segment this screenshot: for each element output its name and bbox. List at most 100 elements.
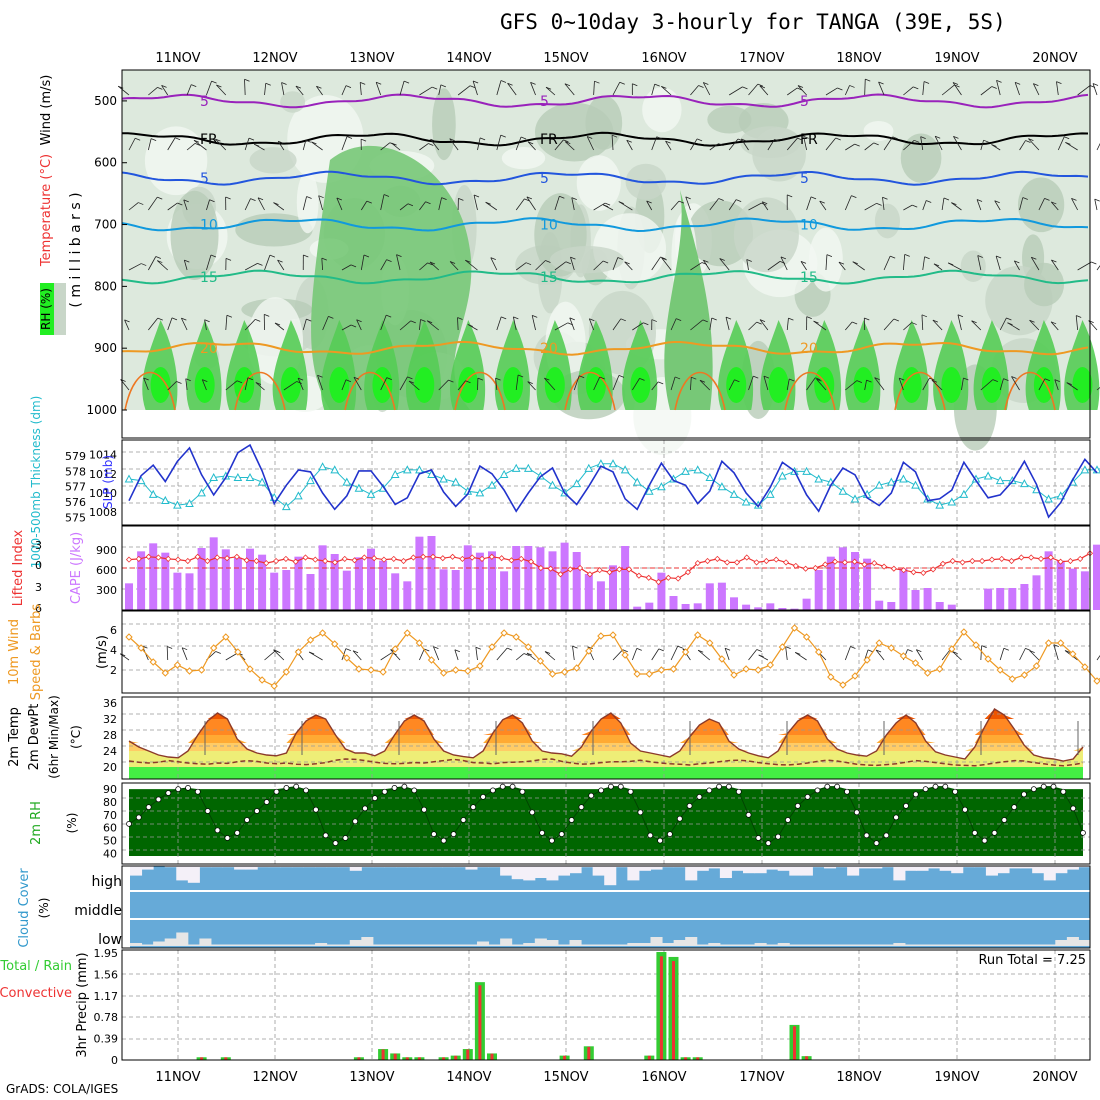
rh-legend-swatch-2: [54, 283, 66, 335]
thickness-point: [838, 486, 848, 495]
wind-barb-flag: [757, 83, 763, 87]
wind-barb: [526, 652, 536, 661]
rh-point: [696, 794, 703, 800]
cloud-high-bar: [708, 866, 721, 869]
lifted-index-point: [145, 553, 152, 560]
date-label-top: 19NOV: [934, 51, 979, 66]
wind-barb: [183, 199, 188, 211]
cape-bar: [209, 537, 218, 610]
cape-bar: [560, 542, 569, 610]
wind-speed-point: [391, 645, 399, 653]
cape-bar: [536, 547, 545, 610]
pressure-tick-label: 700: [94, 218, 117, 232]
rh-point: [981, 837, 988, 844]
cloud-high-bar: [326, 866, 339, 868]
precip-convective-bar: [672, 961, 675, 1060]
thickness-point: [257, 477, 267, 486]
wind-barb: [825, 87, 838, 96]
thickness-point: [935, 500, 945, 509]
wind-barb: [359, 82, 362, 96]
wind-barb-flag: [611, 134, 618, 138]
lifted-index-point: [400, 557, 407, 565]
wind-barb: [281, 82, 285, 96]
wind-barb-flag: [947, 262, 954, 266]
isotherm-25: [894, 371, 946, 411]
cape-bar: [524, 546, 533, 610]
lifted-index-point: [125, 556, 133, 563]
thickness-point: [729, 489, 739, 498]
wind-barb-flag: [250, 198, 256, 201]
wind-barb: [1065, 142, 1078, 151]
isotherm-label: 15: [200, 270, 218, 286]
wind-speed-point: [923, 669, 932, 677]
cloud-unit-label: (%): [37, 898, 51, 919]
rh-point: [1040, 783, 1047, 790]
wind-barb: [186, 84, 192, 96]
thickness-point: [475, 488, 485, 497]
wind-barb: [515, 653, 525, 661]
wind-barb: [709, 198, 719, 211]
wind-barb-flag: [703, 82, 709, 85]
wind-barb-flag: [479, 137, 486, 141]
rh-tick-label: 60: [103, 822, 117, 835]
wind-barb: [922, 200, 927, 211]
rh-saturated-core: [544, 367, 565, 403]
wind-speed-point: [1069, 650, 1077, 658]
wind-barb-flag: [931, 379, 938, 383]
cloud-high-bar: [916, 866, 929, 871]
thickness-point: [705, 472, 715, 482]
wind-barb: [624, 261, 633, 271]
wind-barb: [903, 322, 912, 331]
wind-barb: [148, 196, 158, 211]
lifted-index-point: [498, 555, 505, 562]
cloud-low-bar: [766, 944, 779, 946]
wind-barb: [785, 646, 788, 661]
lifted-index-point: [881, 563, 888, 570]
wind-barb: [569, 317, 575, 331]
wind-barb: [530, 82, 536, 96]
precip-convective-bar: [417, 1057, 421, 1060]
wind-barb: [845, 321, 853, 331]
cape-bar: [984, 588, 993, 610]
precip-convective-bar: [393, 1053, 397, 1060]
wind-barb-flag: [1033, 83, 1039, 86]
wind-barb-flag: [626, 139, 632, 143]
wind-speed-point: [681, 648, 690, 656]
wind-barb: [1030, 256, 1040, 271]
cloud-high-bar: [754, 866, 767, 874]
wind-barb-flag: [661, 85, 667, 89]
cloud-high-bar: [638, 866, 651, 871]
rh-point: [568, 817, 575, 823]
thickness-point: [548, 480, 557, 489]
wind-barb: [864, 142, 874, 151]
wind-barb: [612, 375, 620, 391]
wind-speed-point: [935, 665, 944, 673]
rh-point: [342, 835, 349, 841]
wind-barb-flag: [913, 86, 919, 90]
wind-barb: [183, 260, 188, 271]
wind-barb-flag: [441, 197, 447, 200]
rh-point: [775, 833, 781, 840]
wind-speed-point: [657, 666, 666, 674]
date-label-top: 11NOV: [155, 51, 200, 66]
wind-barb: [882, 197, 885, 211]
rh-tick-label: 70: [103, 809, 117, 822]
cape-bar: [705, 583, 714, 610]
wind-barb-flag: [571, 197, 577, 201]
wind-barb: [813, 320, 827, 331]
wind-barb-flag: [215, 138, 221, 142]
cloud-high-bar: [176, 866, 189, 881]
wind-barb-flag: [813, 320, 819, 324]
rh-point: [145, 804, 152, 810]
wind-barb: [545, 86, 556, 96]
wind-barb-flag: [719, 258, 725, 261]
wind-barb: [515, 198, 525, 211]
cloud-low-bar: [245, 944, 258, 946]
wind-barb-flag: [1050, 321, 1057, 325]
precip-convective-bar: [200, 1057, 204, 1060]
wind-barb: [825, 137, 837, 151]
cape-bar: [270, 572, 279, 610]
rh-point: [411, 787, 418, 794]
rh-saturated-core: [414, 367, 435, 403]
chart-title: GFS 0~10day 3-hourly for TANGA (39E, 5S): [500, 10, 1006, 34]
